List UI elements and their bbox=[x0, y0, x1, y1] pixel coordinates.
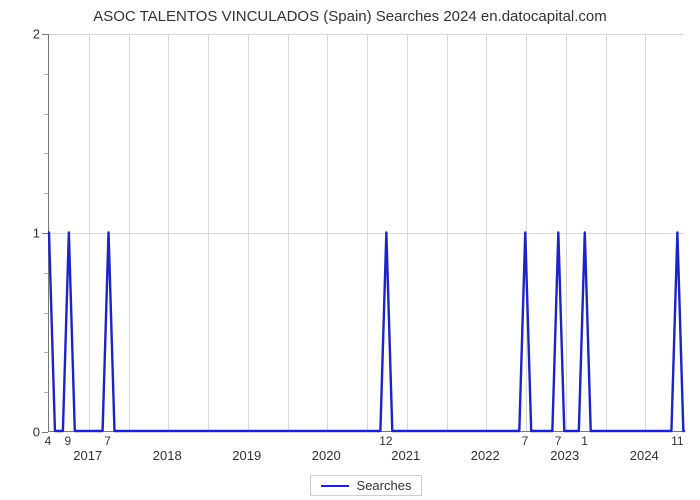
data-point-label: 4 bbox=[45, 434, 52, 448]
data-point-label: 9 bbox=[65, 434, 72, 448]
xtick-year-label: 2021 bbox=[391, 448, 420, 463]
data-point-label: 7 bbox=[522, 434, 529, 448]
ytick-label: 0 bbox=[4, 425, 40, 440]
legend: Searches bbox=[48, 475, 684, 497]
xtick-year-label: 2022 bbox=[471, 448, 500, 463]
ytick-label: 1 bbox=[4, 226, 40, 241]
data-point-label: 11 bbox=[671, 434, 683, 448]
ytick-label: 2 bbox=[4, 27, 40, 42]
data-point-label: 12 bbox=[379, 434, 392, 448]
chart-title: ASOC TALENTOS VINCULADOS (Spain) Searche… bbox=[0, 8, 700, 25]
legend-swatch bbox=[321, 485, 349, 487]
xtick-year-label: 2017 bbox=[73, 448, 102, 463]
xtick-year-label: 2024 bbox=[630, 448, 659, 463]
xtick-year-label: 2019 bbox=[232, 448, 261, 463]
data-point-label: 7 bbox=[555, 434, 562, 448]
chart-container: ASOC TALENTOS VINCULADOS (Spain) Searche… bbox=[0, 0, 700, 500]
data-point-label: 7 bbox=[104, 434, 111, 448]
legend-item-searches: Searches bbox=[310, 475, 423, 496]
plot-area bbox=[48, 34, 684, 432]
ytick-mark bbox=[42, 432, 48, 433]
data-point-label: 1 bbox=[581, 434, 588, 448]
line-series bbox=[49, 34, 684, 431]
xtick-year-label: 2023 bbox=[550, 448, 579, 463]
xtick-year-label: 2018 bbox=[153, 448, 182, 463]
xtick-year-label: 2020 bbox=[312, 448, 341, 463]
legend-label: Searches bbox=[357, 478, 412, 493]
